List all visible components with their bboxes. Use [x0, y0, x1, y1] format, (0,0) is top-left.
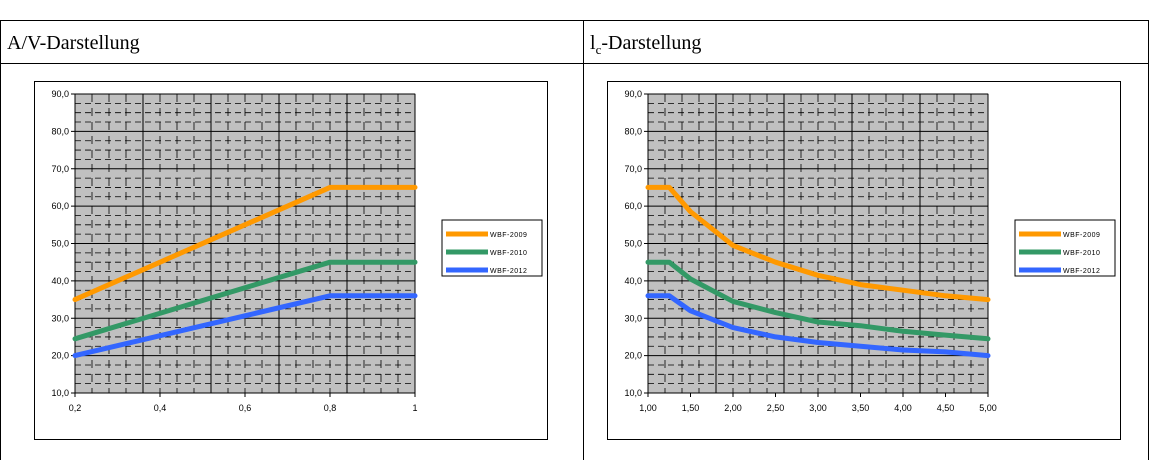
right-title-main: l	[590, 32, 596, 54]
y-tick-label: 70,0	[51, 164, 69, 174]
right-title-subscript: c	[595, 42, 602, 57]
y-tick-label: 40,0	[624, 276, 642, 286]
x-tick-label: 1	[412, 403, 417, 413]
table-border-left	[0, 20, 1, 460]
x-tick-label: 0,2	[69, 403, 82, 413]
x-tick-label: 3,00	[809, 403, 827, 413]
series-line-wbf-2012	[645, 293, 991, 359]
y-tick-label: 80,0	[51, 126, 69, 136]
series-line-wbf-2010	[72, 259, 418, 342]
table-border-header	[0, 63, 1149, 64]
legend-label: WBF-2009	[1063, 232, 1100, 239]
y-tick-label: 50,0	[51, 239, 69, 249]
x-tick-label: 1,50	[682, 403, 700, 413]
x-tick-label: 2,50	[767, 403, 785, 413]
y-tick-label: 70,0	[624, 164, 642, 174]
y-tick-label: 20,0	[51, 351, 69, 361]
y-tick-label: 90,0	[51, 89, 69, 99]
x-tick-label: 0,8	[324, 403, 337, 413]
y-tick-label: 50,0	[624, 239, 642, 249]
legend-label: WBF-2010	[490, 250, 527, 257]
y-tick-label: 10,0	[51, 388, 69, 398]
y-tick-label: 80,0	[624, 126, 642, 136]
series-line-wbf-2009	[72, 184, 418, 303]
y-tick-label: 60,0	[624, 201, 642, 211]
legend-box	[1014, 219, 1116, 277]
x-tick-label: 1,00	[639, 403, 657, 413]
table-border-middle	[583, 20, 584, 460]
legend-label: WBF-2012	[490, 268, 527, 275]
x-tick-label: 4,50	[937, 403, 955, 413]
chart-lc: 10,0 20,0 30,0 40,0 50,0 60,0 70,0 80,0 90,0 1,00…	[607, 81, 1121, 440]
y-tick-label: 60,0	[51, 201, 69, 211]
x-tick-label: 0,6	[239, 403, 252, 413]
y-tick-label: 10,0	[624, 388, 642, 398]
legend-box	[441, 219, 543, 277]
chart-lc-svg: 10,0 20,0 30,0 40,0 50,0 60,0 70,0 80,0 90,0 1,00…	[624, 89, 1116, 413]
chart-av: 10,0 20,0 30,0 40,0 50,0 60,0 70,0 80,0 90,0 0,2 0…	[34, 81, 548, 440]
gridlines	[647, 93, 989, 394]
legend: WBF-2009 WBF-2010 WBF-2012	[441, 219, 543, 277]
y-tick-label: 30,0	[624, 313, 642, 323]
legend: WBF-2009 WBF-2010 WBF-2012	[1014, 219, 1116, 277]
x-tick-label: 5,00	[979, 403, 997, 413]
x-tick-label: 4,00	[894, 403, 912, 413]
series-line-wbf-2010	[645, 259, 991, 342]
legend-label: WBF-2012	[1063, 268, 1100, 275]
x-tick-label: 3,50	[852, 403, 870, 413]
y-tick-label: 90,0	[624, 89, 642, 99]
table-border-top	[0, 20, 1149, 21]
series-line-wbf-2012	[72, 293, 418, 359]
series-line-wbf-2009	[645, 184, 991, 303]
legend-label: WBF-2010	[1063, 250, 1100, 257]
gridlines	[74, 93, 416, 394]
x-tick-label: 0,4	[154, 403, 167, 413]
x-tick-label: 2,00	[724, 403, 742, 413]
right-column-title: lc-Darstellung	[590, 31, 701, 62]
right-title-rest: -Darstellung	[601, 32, 702, 54]
y-tick-label: 30,0	[51, 313, 69, 323]
y-tick-label: 20,0	[624, 351, 642, 361]
chart-av-svg: 10,0 20,0 30,0 40,0 50,0 60,0 70,0 80,0 90,0 0,2 0…	[51, 89, 543, 413]
left-column-title: A/V-Darstellung	[7, 32, 140, 54]
y-tick-label: 40,0	[51, 276, 69, 286]
legend-label: WBF-2009	[490, 232, 527, 239]
